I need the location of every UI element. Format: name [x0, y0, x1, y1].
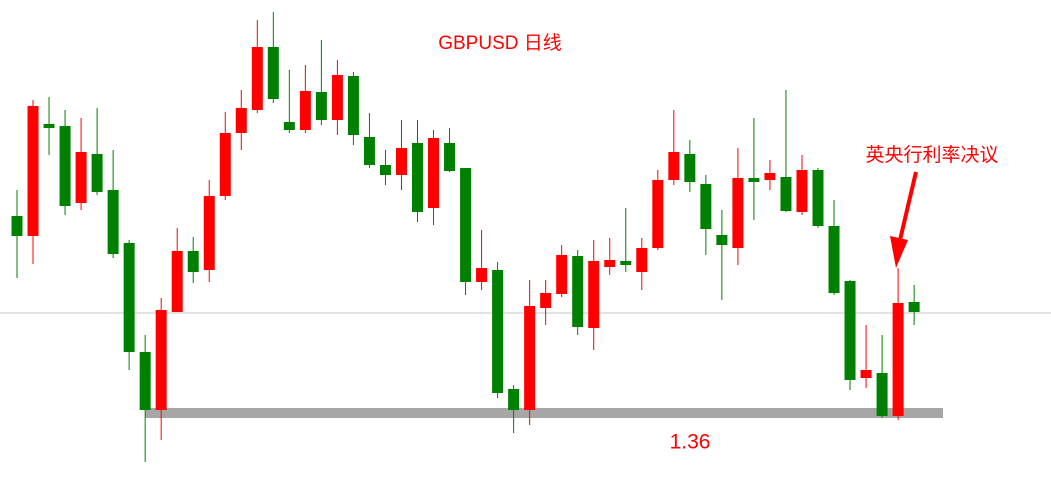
candle-body: [812, 170, 824, 226]
candle-body: [780, 177, 792, 211]
candle-body: [412, 143, 423, 212]
candle-body: [91, 154, 103, 192]
candle-body: [299, 91, 311, 130]
candle-body: [572, 256, 584, 327]
candle-body: [492, 270, 504, 393]
candle-body: [444, 143, 456, 171]
candle-body: [27, 106, 39, 236]
candle-body: [668, 152, 680, 180]
candle-body: [828, 226, 840, 293]
candle-body: [139, 352, 151, 410]
candle-body: [75, 152, 87, 203]
candle-body: [428, 138, 440, 208]
candle-body: [395, 148, 407, 175]
candle-body: [876, 373, 888, 416]
chart-title: GBPUSD 日线: [438, 32, 562, 54]
candle-body: [636, 248, 648, 272]
candle-body: [187, 251, 199, 272]
candle-body: [556, 255, 568, 294]
candle-body: [892, 303, 904, 416]
candle-body: [700, 184, 712, 229]
candle-body: [716, 235, 728, 245]
candle-body: [43, 124, 55, 128]
annotation: 英央行利率决议: [865, 144, 998, 166]
candle-body: [123, 243, 135, 352]
candle-body: [652, 180, 664, 248]
candle-body: [379, 165, 391, 175]
candle-body: [844, 281, 856, 380]
candle-body: [251, 47, 263, 110]
candle-body: [171, 251, 183, 312]
candle-body: [684, 154, 696, 182]
candle-body: [540, 293, 552, 308]
candle-body: [347, 76, 359, 135]
candle-body: [11, 216, 23, 236]
candle-body: [107, 190, 119, 254]
candle-body: [732, 178, 744, 248]
candle-body: [460, 168, 472, 282]
candle-body: [235, 108, 247, 133]
candle-body: [604, 260, 616, 267]
candle-body: [764, 173, 776, 180]
candle-body: [267, 47, 279, 99]
candle-body: [588, 261, 600, 328]
support-band: [145, 408, 943, 418]
candle-body: [476, 268, 488, 282]
candle-body: [331, 75, 343, 120]
candle-body: [59, 126, 71, 206]
candle-body: [315, 92, 327, 120]
support-label: 1.36: [670, 431, 711, 454]
candle-body: [860, 370, 872, 378]
candle-body: [620, 261, 632, 265]
candle-body: [219, 133, 231, 196]
candle-body: [908, 302, 920, 312]
candle-body: [524, 306, 536, 410]
candle-body: [363, 137, 375, 165]
candle-body: [203, 196, 215, 270]
candle-body: [748, 178, 760, 182]
candle-body: [796, 170, 808, 212]
candle-body: [508, 389, 520, 410]
candle-body: [155, 310, 167, 410]
candle-body: [283, 122, 295, 130]
annotation-arrow: [890, 171, 918, 268]
